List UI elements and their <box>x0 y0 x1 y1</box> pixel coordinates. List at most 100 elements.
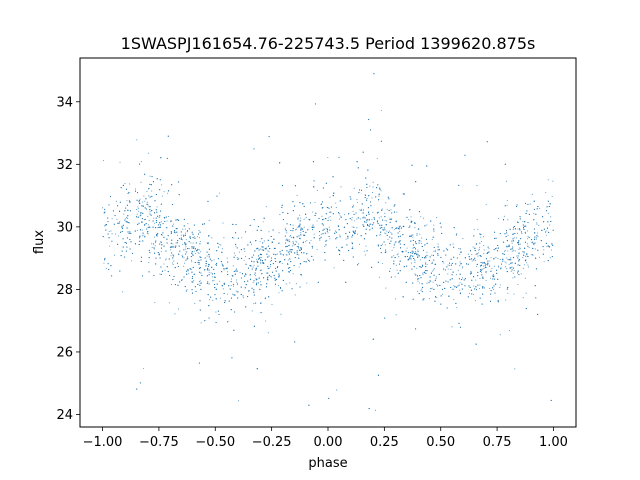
data-point <box>414 260 416 262</box>
data-point <box>346 223 348 225</box>
data-point <box>219 297 222 299</box>
data-point <box>139 215 141 217</box>
data-point <box>536 222 538 224</box>
data-point <box>377 244 379 246</box>
data-point <box>245 306 247 308</box>
data-point <box>365 233 367 235</box>
data-point <box>286 250 288 252</box>
data-point <box>440 295 442 297</box>
data-point <box>485 271 487 273</box>
data-point <box>330 211 332 213</box>
data-point <box>398 256 400 258</box>
data-point <box>379 247 382 249</box>
data-point <box>205 263 207 265</box>
data-point <box>237 297 239 299</box>
data-point <box>285 239 287 241</box>
data-point <box>389 236 391 238</box>
data-point <box>518 274 520 276</box>
data-point <box>265 320 267 322</box>
data-point <box>395 264 397 266</box>
data-point <box>221 285 223 287</box>
data-point <box>214 286 216 289</box>
data-point <box>170 220 172 222</box>
data-point <box>418 242 420 244</box>
data-point <box>184 242 186 244</box>
data-point <box>380 234 382 236</box>
data-point <box>299 249 301 251</box>
data-point <box>398 241 400 243</box>
data-point <box>360 189 363 191</box>
data-point <box>352 256 354 258</box>
data-point <box>504 261 506 263</box>
data-point <box>257 226 259 228</box>
data-point <box>198 263 200 265</box>
data-point <box>108 245 110 247</box>
data-point <box>364 217 366 219</box>
data-point <box>430 288 432 290</box>
data-point <box>396 254 398 256</box>
data-point <box>366 224 369 226</box>
data-point <box>265 286 268 288</box>
data-point <box>147 215 149 218</box>
data-point <box>216 250 218 252</box>
data-point <box>371 266 373 268</box>
data-point <box>186 230 189 232</box>
data-point <box>532 241 534 243</box>
data-point <box>512 228 514 230</box>
data-point <box>346 244 348 246</box>
data-point <box>166 220 168 222</box>
chart-title: 1SWASPJ161654.76-225743.5 Period 1399620… <box>121 34 536 53</box>
data-point <box>527 235 529 237</box>
data-point <box>440 303 442 305</box>
data-point <box>497 244 499 247</box>
data-point <box>468 285 470 287</box>
data-point <box>208 274 210 276</box>
data-point <box>328 208 330 210</box>
data-point <box>190 268 192 271</box>
data-point <box>289 267 291 269</box>
data-point <box>191 232 193 234</box>
data-point <box>422 299 424 301</box>
data-point <box>136 192 139 194</box>
data-point <box>167 135 169 137</box>
data-point <box>183 218 185 220</box>
data-point <box>119 270 121 272</box>
data-point <box>378 193 380 195</box>
data-point <box>494 248 496 250</box>
data-point <box>288 244 290 246</box>
data-point <box>187 223 189 225</box>
data-point <box>538 256 540 258</box>
data-point <box>420 266 422 268</box>
data-point <box>328 211 330 213</box>
data-point <box>416 275 419 277</box>
data-point <box>252 281 254 284</box>
data-point <box>197 248 199 250</box>
data-point <box>228 300 230 302</box>
data-point <box>366 199 368 201</box>
data-point <box>417 251 419 253</box>
data-point <box>420 216 422 218</box>
data-point <box>235 245 237 247</box>
data-point <box>455 234 457 236</box>
data-point <box>141 229 143 231</box>
data-point <box>479 246 481 248</box>
data-point <box>318 217 320 220</box>
data-point <box>524 247 526 249</box>
data-point <box>119 221 121 223</box>
data-point <box>384 317 386 319</box>
data-point <box>414 248 417 250</box>
data-point <box>477 275 479 277</box>
data-point <box>120 255 122 257</box>
data-point <box>365 222 367 224</box>
data-point <box>348 231 351 233</box>
data-point <box>547 179 549 181</box>
data-point <box>408 235 411 237</box>
data-point <box>232 285 234 287</box>
data-point <box>196 236 199 238</box>
data-point <box>358 263 360 265</box>
data-point <box>405 250 407 252</box>
data-point <box>219 280 221 282</box>
data-point <box>299 273 301 275</box>
data-point <box>435 277 437 280</box>
data-point <box>356 198 358 201</box>
